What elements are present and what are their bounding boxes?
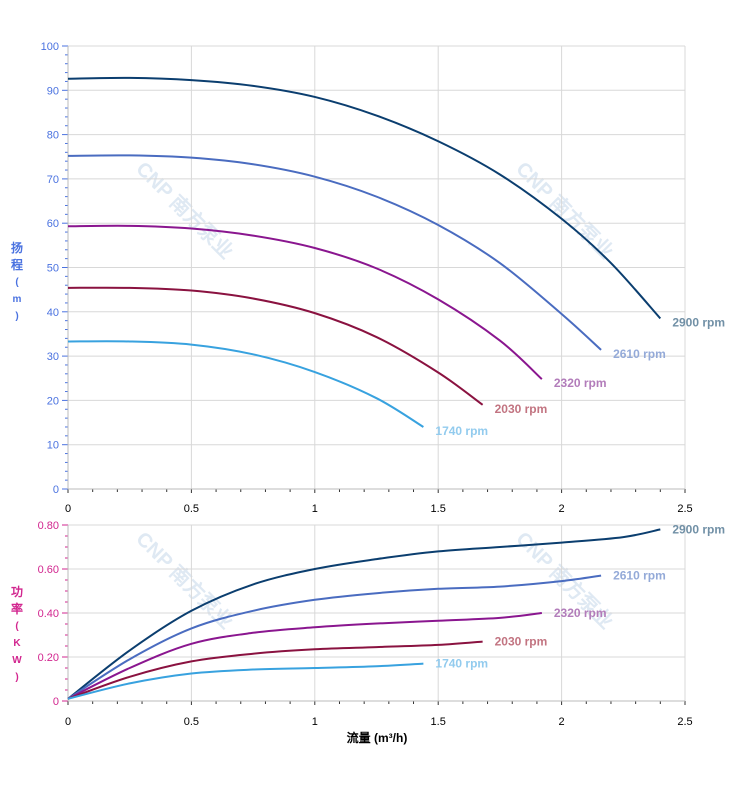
curve-2030-rpm — [67, 286, 484, 406]
y-tick-label: 80 — [47, 130, 59, 142]
y-tick-label: 0.80 — [38, 520, 59, 532]
power-axis-label: 功率(K W) — [10, 585, 23, 683]
y-tick-label: 0.60 — [38, 564, 59, 576]
series-label: 1740 rpm — [435, 424, 488, 438]
x-tick-label: 0.5 — [184, 503, 199, 515]
curve-2320-rpm — [67, 612, 542, 700]
series-label: 2030 rpm — [495, 635, 548, 649]
x-tick-label: 1 — [312, 716, 318, 728]
x-tick-label: 1.5 — [431, 503, 446, 515]
curve-1740-rpm — [67, 662, 424, 700]
series-label: 2030 rpm — [495, 402, 548, 416]
x-tick-label: 1 — [312, 503, 318, 515]
series-label: 2320 rpm — [554, 376, 607, 390]
x-tick-label: 0.5 — [184, 716, 199, 728]
y-tick-label: 90 — [47, 85, 59, 97]
y-tick-label: 60 — [47, 218, 59, 230]
y-tick-label: 0.40 — [38, 608, 59, 620]
curve-2610-rpm — [67, 154, 602, 351]
curve-2610-rpm — [67, 574, 602, 700]
curve-1740-rpm — [67, 340, 424, 428]
watermark-logo: CNP 南方泵业 — [511, 157, 618, 264]
y-tick-label: 40 — [47, 307, 59, 319]
series-label: 2900 rpm — [672, 522, 725, 536]
x-tick-label: 1.5 — [431, 716, 446, 728]
x-tick-label: 2.5 — [677, 716, 692, 728]
curve-2900-rpm — [67, 528, 661, 700]
series-label: 2900 rpm — [672, 315, 725, 329]
series-label: 2320 rpm — [554, 606, 607, 620]
x-tick-label: 0 — [65, 503, 71, 515]
y-tick-label: 0 — [53, 484, 59, 496]
x-tick-label: 2 — [559, 716, 565, 728]
y-tick-label: 0.20 — [38, 652, 59, 664]
series-label: 2610 rpm — [613, 347, 666, 361]
curve-2030-rpm — [67, 640, 483, 700]
head-chart: CNP 南方泵业 CNP 南方泵业 0 0.5 1 1.5 2 2.5 0 10 20 30 40 50 6… — [41, 41, 725, 515]
x-axis-label: 流量 (m³/h) — [346, 731, 408, 745]
y-tick-label: 20 — [47, 395, 59, 407]
curve-2320-rpm — [67, 224, 543, 380]
x-tick-label: 2 — [559, 503, 565, 515]
y-tick-label: 10 — [47, 440, 59, 452]
series-label: 2610 rpm — [613, 569, 666, 583]
watermark-logo: CNP 南方泵业 — [131, 157, 238, 264]
head-axis-label: 扬程(m) — [10, 241, 23, 322]
x-tick-label: 0 — [65, 716, 71, 728]
y-tick-label: 70 — [47, 174, 59, 186]
y-tick-label: 30 — [47, 351, 59, 363]
y-tick-label: 0 — [53, 696, 59, 708]
series-label: 1740 rpm — [435, 657, 488, 671]
y-tick-label: 100 — [41, 41, 59, 53]
curve-2900-rpm — [67, 76, 662, 320]
y-tick-label: 50 — [47, 263, 59, 275]
x-tick-label: 2.5 — [677, 503, 692, 515]
